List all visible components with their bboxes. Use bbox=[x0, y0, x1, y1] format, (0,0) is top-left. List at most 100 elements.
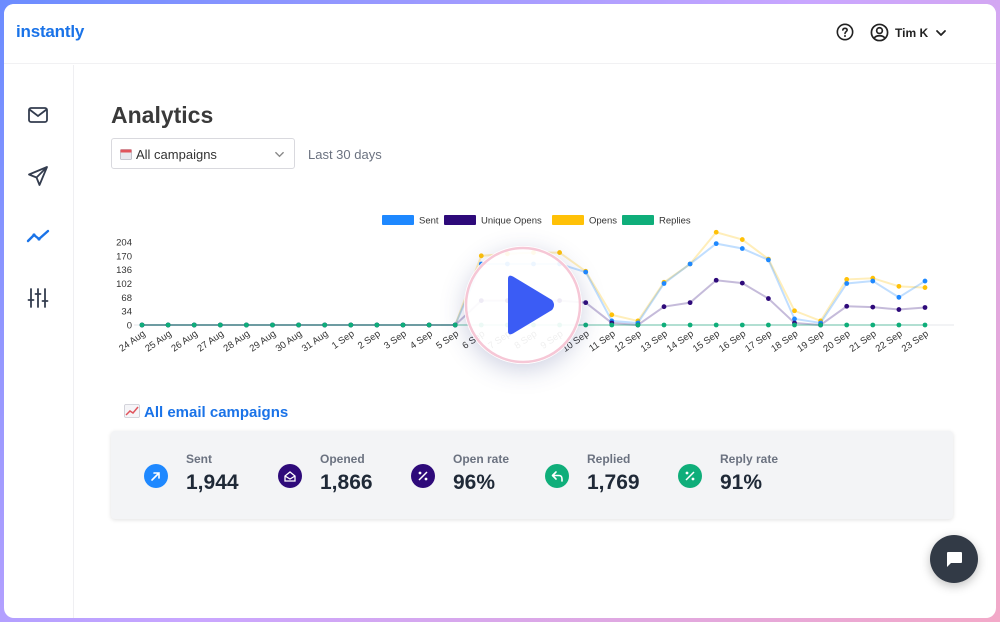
x-tick-label: 19 Sep bbox=[795, 328, 826, 354]
y-tick-label: 136 bbox=[116, 265, 132, 276]
stat-label: Reply rate bbox=[720, 452, 779, 466]
stat-value: 91% bbox=[720, 471, 763, 494]
data-point bbox=[844, 322, 850, 328]
chat-icon bbox=[947, 552, 962, 567]
data-point bbox=[844, 277, 850, 282]
percent-icon bbox=[411, 464, 435, 488]
x-tick-label: 15 Sep bbox=[691, 328, 722, 354]
data-point bbox=[922, 322, 928, 328]
x-tick-label: 17 Sep bbox=[743, 328, 774, 354]
y-tick-label: 68 bbox=[121, 293, 132, 304]
data-point bbox=[374, 322, 380, 328]
campaign-select[interactable]: All campaigns bbox=[111, 138, 295, 169]
x-tick-label: 28 Aug bbox=[222, 328, 253, 354]
stat-value: 1,944 bbox=[186, 471, 239, 494]
stat-value: 1,866 bbox=[320, 471, 373, 494]
sidebar-item-send-icon[interactable] bbox=[26, 164, 50, 188]
x-tick-label: 31 Aug bbox=[300, 328, 331, 354]
play-icon bbox=[464, 246, 582, 364]
x-tick-label: 25 Aug bbox=[143, 328, 174, 354]
sidebar-item-campaigns-mail-icon[interactable] bbox=[26, 103, 50, 127]
stat-sent: Sent 1,944 bbox=[144, 431, 274, 519]
data-point bbox=[583, 269, 589, 275]
x-tick-label: 13 Sep bbox=[639, 328, 670, 354]
data-point bbox=[792, 316, 797, 322]
data-point bbox=[844, 303, 850, 309]
stat-label: Replied bbox=[587, 452, 631, 466]
legend-label: Replies bbox=[659, 216, 691, 227]
data-point bbox=[557, 250, 562, 255]
top-bar: instantly Tim K bbox=[4, 4, 996, 64]
data-point bbox=[609, 312, 615, 318]
x-tick-label: 4 Sep bbox=[408, 328, 435, 351]
data-point bbox=[609, 322, 615, 328]
data-point bbox=[583, 300, 589, 306]
x-tick-label: 24 Aug bbox=[117, 328, 148, 354]
data-point bbox=[713, 229, 719, 235]
x-tick-label: 26 Aug bbox=[169, 328, 200, 354]
data-point bbox=[661, 322, 667, 328]
app-window: instantly Tim K bbox=[4, 4, 996, 618]
data-point bbox=[922, 305, 928, 310]
sidebar bbox=[4, 65, 74, 618]
data-point bbox=[687, 261, 693, 267]
x-tick-label: 14 Sep bbox=[665, 328, 696, 354]
data-point bbox=[583, 322, 589, 328]
stat-opened: Opened 1,866 bbox=[278, 431, 408, 519]
x-tick-label: 12 Sep bbox=[613, 328, 644, 354]
x-tick-label: 22 Sep bbox=[874, 328, 905, 354]
data-point bbox=[896, 307, 902, 312]
legend-label: Sent bbox=[419, 216, 439, 227]
x-tick-label: 5 Sep bbox=[434, 328, 461, 351]
data-point bbox=[766, 322, 771, 328]
data-point bbox=[165, 322, 171, 328]
data-point bbox=[896, 294, 902, 300]
x-tick-label: 29 Aug bbox=[248, 328, 279, 354]
x-tick-label: 11 Sep bbox=[587, 328, 617, 354]
sidebar-item-analytics-icon[interactable] bbox=[26, 225, 50, 249]
logo[interactable]: instantly bbox=[16, 22, 85, 41]
data-point bbox=[270, 322, 275, 328]
chart-increasing-emoji-icon bbox=[124, 404, 140, 418]
user-avatar-icon[interactable] bbox=[870, 23, 889, 42]
summary-title-text: All email campaigns bbox=[144, 404, 289, 421]
campaign-select-value: All campaigns bbox=[136, 147, 217, 162]
x-tick-label: 21 Sep bbox=[848, 328, 879, 354]
data-point bbox=[792, 322, 797, 328]
x-tick-label: 2 Sep bbox=[356, 328, 383, 351]
stat-replied: Replied 1,769 bbox=[545, 431, 675, 519]
stat-label: Open rate bbox=[453, 452, 510, 466]
sidebar-item-settings-sliders-icon[interactable] bbox=[26, 286, 50, 310]
chat-support-button[interactable] bbox=[930, 535, 978, 583]
legend-swatch bbox=[552, 215, 584, 225]
x-tick-label: 27 Aug bbox=[195, 328, 226, 354]
video-play-button[interactable] bbox=[464, 246, 582, 364]
data-point bbox=[739, 322, 745, 328]
data-point bbox=[896, 322, 902, 328]
chevron-down-icon bbox=[275, 151, 284, 158]
data-point bbox=[661, 304, 667, 310]
data-point bbox=[766, 257, 771, 263]
data-point bbox=[739, 280, 745, 286]
x-tick-label: 20 Sep bbox=[821, 328, 852, 354]
data-point bbox=[687, 322, 693, 328]
x-tick-label: 18 Sep bbox=[769, 328, 800, 354]
data-point bbox=[635, 322, 641, 328]
reply-icon bbox=[545, 464, 569, 488]
user-name[interactable]: Tim K bbox=[895, 26, 929, 40]
legend-swatch bbox=[622, 215, 654, 225]
data-point bbox=[217, 322, 223, 328]
data-point bbox=[870, 278, 876, 284]
data-point bbox=[870, 322, 876, 328]
help-icon[interactable] bbox=[836, 23, 854, 41]
legend-label: Opens bbox=[589, 216, 617, 227]
date-range-label: Last 30 days bbox=[308, 147, 382, 162]
stat-label: Opened bbox=[320, 452, 365, 466]
stat-value: 1,769 bbox=[587, 471, 640, 494]
data-point bbox=[687, 300, 693, 306]
y-tick-label: 204 bbox=[116, 238, 132, 249]
stat-reply-rate: Reply rate 91% bbox=[678, 431, 808, 519]
chevron-down-icon[interactable] bbox=[934, 26, 948, 40]
data-point bbox=[922, 278, 928, 284]
